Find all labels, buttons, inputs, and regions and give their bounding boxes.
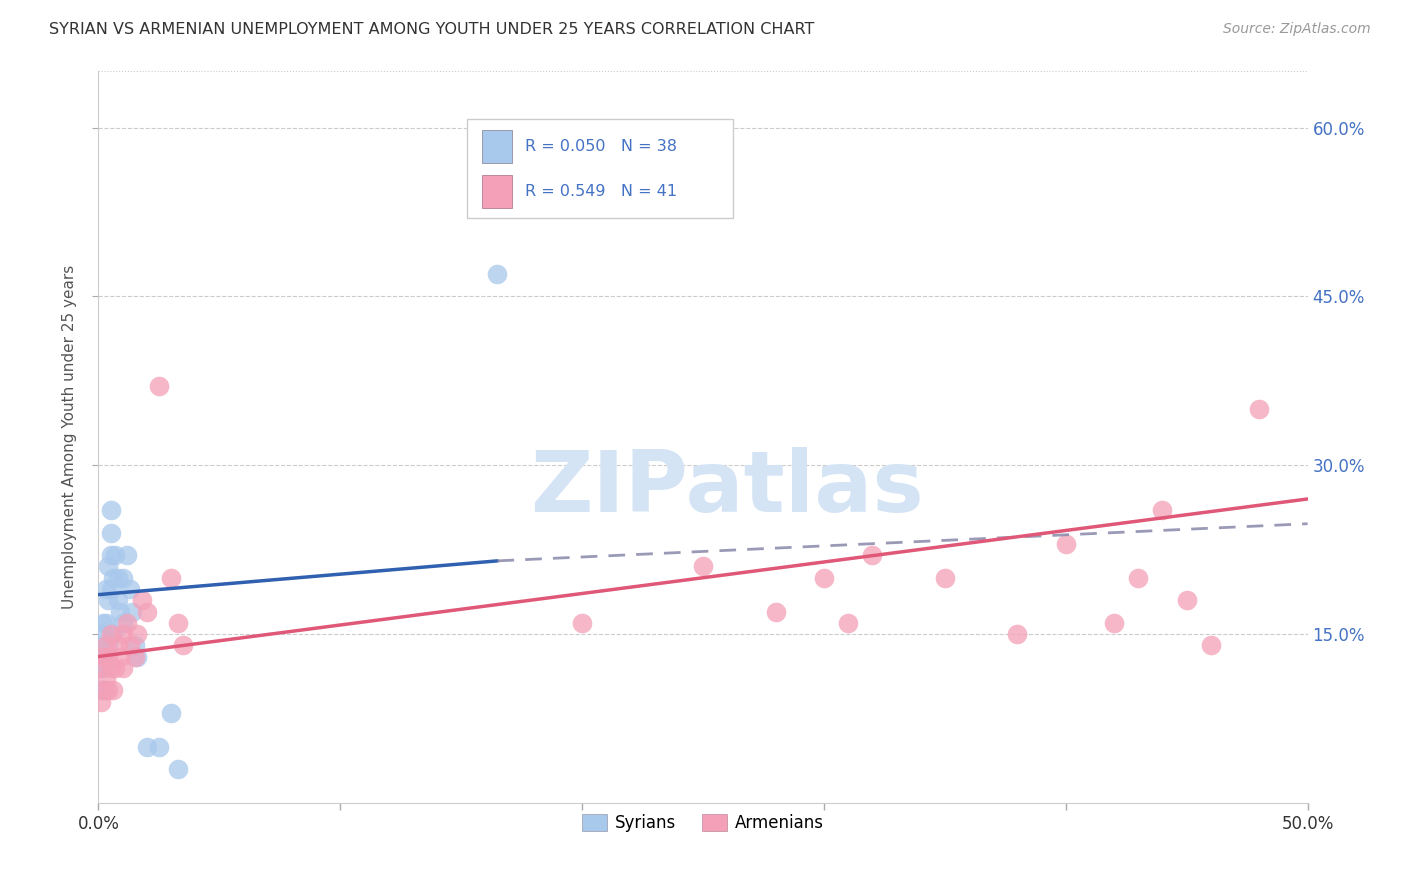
Point [100,627,122,641]
Point [765,605,787,619]
Point [90,661,112,675]
Point [474,199,496,213]
Point [117,548,139,562]
Point [91,615,114,630]
Point [160,571,183,585]
Point [131,593,153,607]
Y-axis label: Unemployment Among Youth under 25 years: Unemployment Among Youth under 25 years [62,265,77,609]
Point [1175,593,1198,607]
Point [107,593,129,607]
Point [100,548,122,562]
Point [1128,571,1150,585]
Point [118,638,141,652]
Point [97,559,120,574]
Point [90,683,112,698]
Point [111,615,134,630]
Point [127,627,149,641]
Point [91,661,114,675]
Point [90,638,112,652]
Point [101,627,124,641]
Point [107,571,129,585]
Point [94,649,117,664]
Point [100,525,122,540]
Text: R = 0.549   N = 41: R = 0.549 N = 41 [526,184,678,199]
Point [111,571,134,585]
Point [813,571,835,585]
Point [104,548,127,562]
Point [108,605,131,619]
Point [100,503,122,517]
Legend: Syrians, Armenians: Syrians, Armenians [575,807,831,838]
Point [124,638,146,652]
Text: SYRIAN VS ARMENIAN UNEMPLOYMENT AMONG YOUTH UNDER 25 YEARS CORRELATION CHART: SYRIAN VS ARMENIAN UNEMPLOYMENT AMONG YO… [49,22,814,37]
Point [90,694,112,708]
FancyBboxPatch shape [467,119,734,218]
Point [486,267,509,281]
Point [1249,401,1271,416]
Point [100,661,122,675]
Point [97,593,120,607]
Point [94,582,117,596]
Point [124,649,146,664]
Point [1102,615,1125,630]
Point [860,548,883,562]
Point [121,605,143,619]
Point [571,615,593,630]
Point [91,683,114,698]
Point [104,661,127,675]
Point [108,649,131,664]
Point [91,627,114,641]
Point [1152,503,1174,517]
Point [97,638,120,652]
Point [97,683,120,698]
Point [167,615,190,630]
Point [127,649,149,664]
FancyBboxPatch shape [482,175,512,208]
Point [111,661,134,675]
Point [1054,537,1077,551]
Point [101,683,124,698]
Point [692,559,714,574]
Point [91,683,114,698]
Point [837,615,859,630]
Point [94,638,117,652]
Point [101,571,124,585]
Point [160,706,183,720]
Text: R = 0.050   N = 38: R = 0.050 N = 38 [526,139,678,154]
Point [167,762,190,776]
Point [94,683,117,698]
Point [1007,627,1029,641]
Point [148,379,170,393]
Point [135,739,157,754]
Point [91,649,114,664]
Point [111,627,134,641]
Point [94,672,117,686]
Point [135,605,157,619]
Point [107,638,129,652]
Point [90,661,112,675]
Point [172,638,194,652]
Point [94,615,117,630]
FancyBboxPatch shape [482,130,512,163]
Text: ZIPatlas: ZIPatlas [530,447,924,530]
Point [97,649,120,664]
Text: Source: ZipAtlas.com: Source: ZipAtlas.com [1223,22,1371,37]
Point [100,582,122,596]
Point [148,739,170,754]
Point [91,649,114,664]
Point [1199,638,1222,652]
Point [117,615,139,630]
Point [118,582,141,596]
Point [934,571,956,585]
